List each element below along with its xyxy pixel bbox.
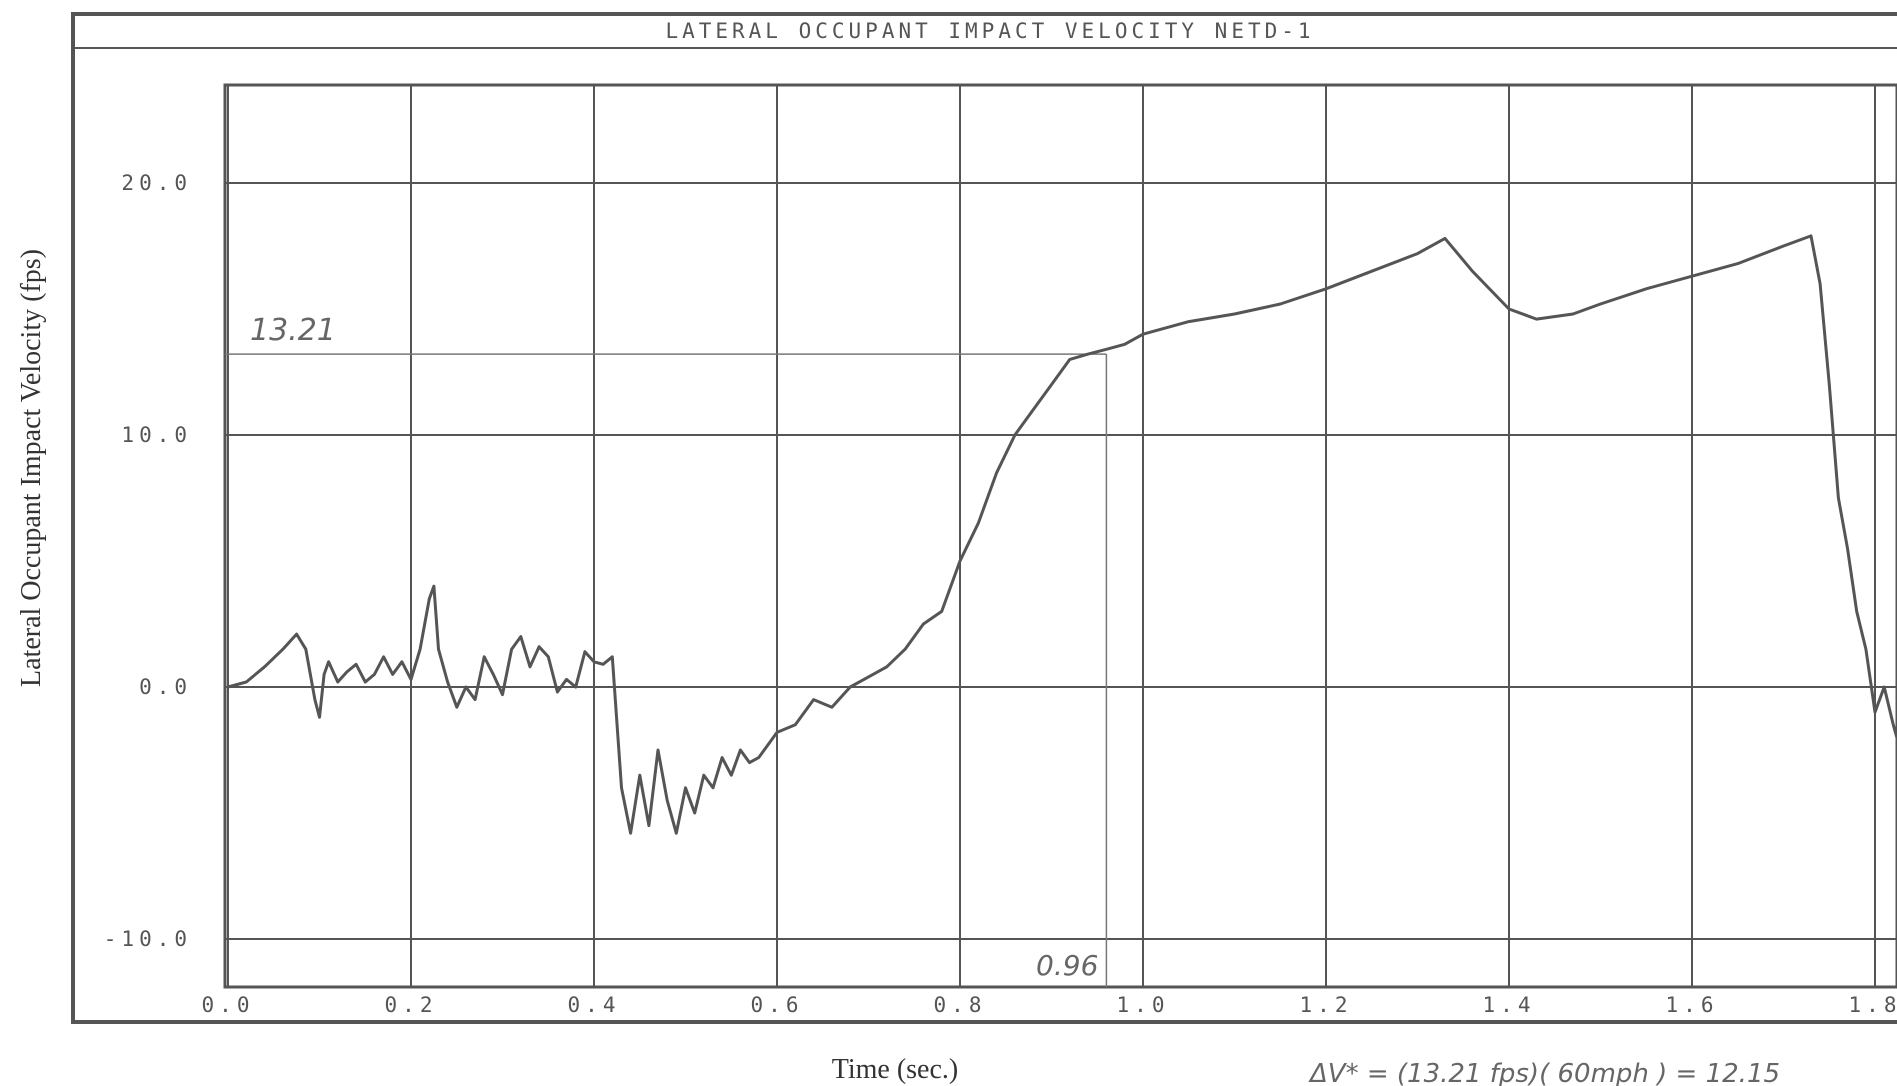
x-axis-ticks: 0.0 0.2 0.4 0.6 0.8 1.0 1.2 1.4 1.6 1.8: [202, 993, 1897, 1017]
y-tick-label: 10.0: [121, 423, 192, 447]
x-tick-label: 1.4: [1483, 993, 1536, 1017]
y-tick-label: 0.0: [139, 675, 192, 699]
x-tick-label: 0.8: [934, 993, 987, 1017]
y-tick-label: -10.0: [104, 927, 192, 951]
x-tick-label: 0.0: [202, 993, 255, 1017]
x-tick-label: 1.0: [1117, 993, 1170, 1017]
annotation-label-velocity: 13.21: [250, 313, 336, 348]
y-axis-label: Lateral Occupant Impact Velocity (fps): [16, 249, 47, 687]
outer-frame: [71, 12, 1897, 1024]
plot-area: [223, 83, 1897, 989]
delta-v-formula: ΔV* = (13.21 fps)( 60mph ) = 12.15: [1308, 1059, 1780, 1086]
x-tick-label: 1.6: [1666, 993, 1719, 1017]
annotation-label-time: 0.96: [1036, 949, 1098, 982]
x-tick-label: 0.4: [568, 993, 621, 1017]
x-axis-label: Time (sec.): [832, 1054, 959, 1085]
x-tick-label: 0.6: [751, 993, 804, 1017]
x-tick-label: 1.8: [1849, 993, 1897, 1017]
x-tick-label: 1.2: [1300, 993, 1353, 1017]
y-tick-label: 20.0: [121, 171, 192, 195]
series-layer: [227, 234, 1897, 835]
y-axis-ticks: -10.0 0.0 10.0 20.0: [104, 171, 192, 951]
grid: [225, 85, 1897, 987]
annotations: 13.21 0.96: [225, 313, 1108, 987]
x-tick-label: 0.2: [385, 993, 438, 1017]
chart-title: LATERAL OCCUPANT IMPACT VELOCITY NETD-1: [665, 19, 1314, 43]
series-line-0: [227, 234, 1897, 835]
